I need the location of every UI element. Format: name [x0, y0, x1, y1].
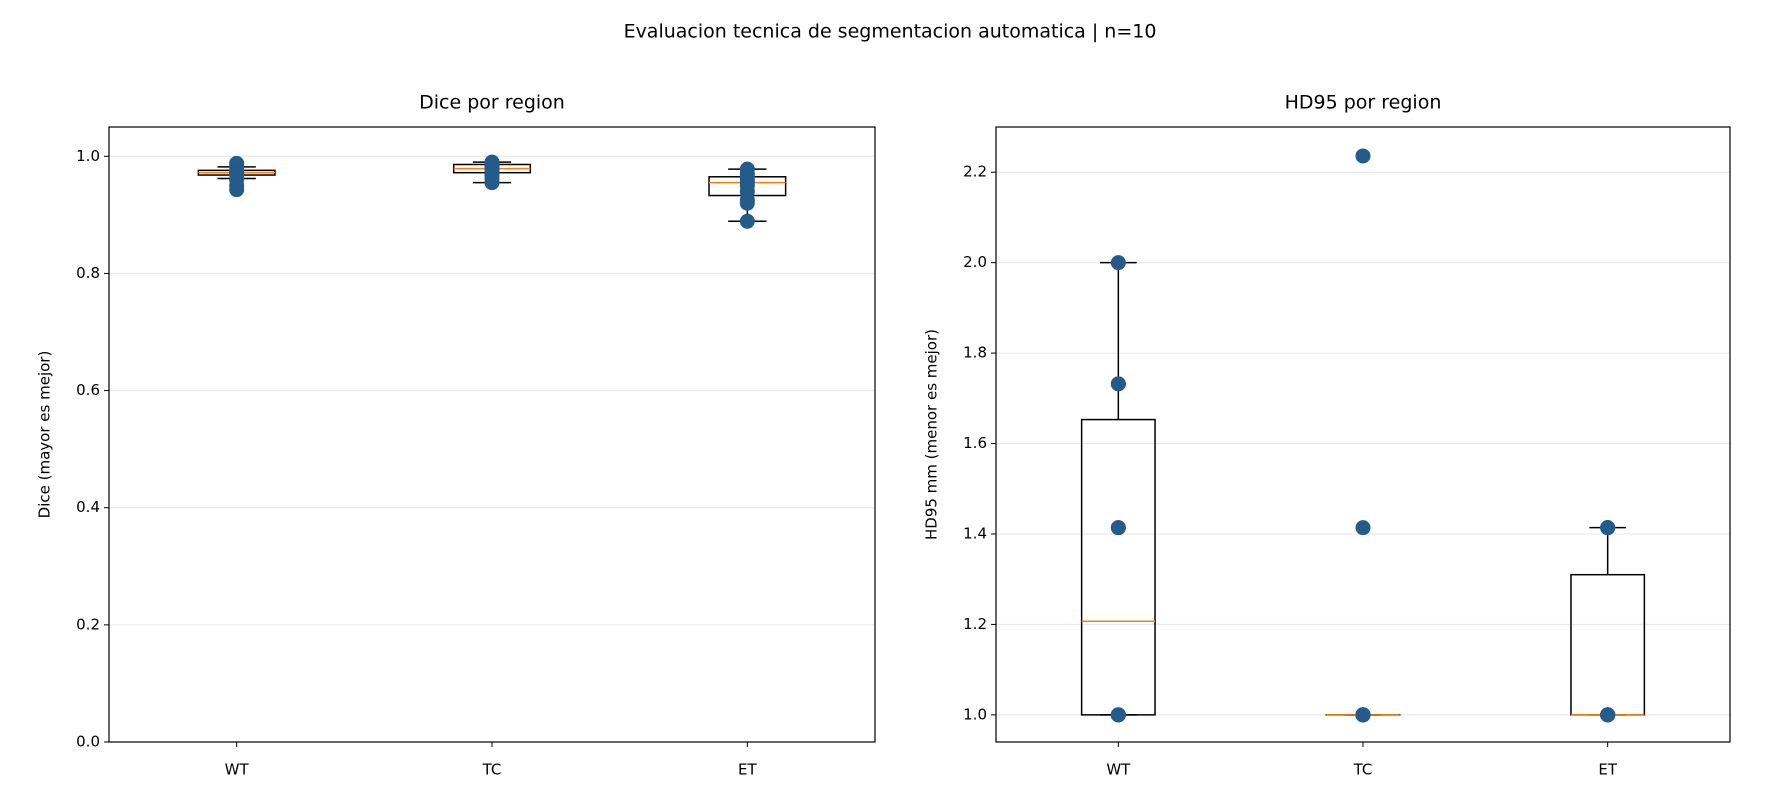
y-tick-label: 0.8 [76, 264, 100, 282]
point [1355, 520, 1371, 536]
point [1600, 707, 1616, 723]
y-tick-label: 0.4 [76, 498, 100, 516]
y-tick-label: 1.4 [963, 524, 987, 542]
point [229, 182, 245, 198]
y-tick-label: 1.6 [963, 434, 987, 452]
chart-title: HD95 por region [1285, 92, 1442, 114]
x-tick-label: WT [225, 761, 250, 779]
point [1110, 707, 1126, 723]
x-tick-label: ET [1598, 761, 1617, 779]
y-axis-label: HD95 mm (menor es mejor) [923, 329, 941, 540]
y-tick-label: 0.6 [76, 381, 100, 399]
point [1600, 520, 1616, 536]
figure-title: Evaluacion tecnica de segmentacion autom… [624, 21, 1157, 43]
y-tick-label: 1.0 [963, 705, 987, 723]
point [739, 195, 755, 211]
x-tick-label: TC [1353, 761, 1373, 779]
y-tick-label: 0.2 [76, 615, 100, 633]
point [1110, 255, 1126, 271]
y-tick-label: 1.2 [963, 615, 987, 633]
point [739, 213, 755, 229]
y-tick-label: 2.0 [963, 253, 987, 271]
y-tick-label: 0.0 [76, 733, 100, 751]
point [484, 175, 500, 191]
y-tick-label: 1.0 [76, 147, 100, 165]
point [1355, 148, 1371, 164]
y-tick-label: 1.8 [963, 344, 987, 362]
plot-frame [108, 126, 876, 743]
plot-frame [995, 126, 1731, 743]
point [1110, 520, 1126, 536]
x-tick-label: TC [482, 761, 502, 779]
x-tick-label: WT [1106, 761, 1131, 779]
y-axis-label: Dice (mayor es mejor) [36, 351, 54, 519]
y-tick-label: 2.2 [963, 163, 987, 181]
x-tick-label: ET [738, 761, 757, 779]
chart-title: Dice por region [419, 92, 565, 114]
point [1355, 707, 1371, 723]
point [1110, 376, 1126, 392]
